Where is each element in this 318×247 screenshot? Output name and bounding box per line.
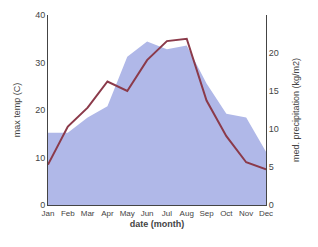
svg-text:date (month): date (month) [130,219,185,229]
svg-text:Jan: Jan [42,209,55,218]
svg-text:Oct: Oct [220,209,233,218]
svg-text:0: 0 [269,200,274,210]
svg-text:30: 30 [35,58,45,68]
svg-text:40: 40 [35,10,45,20]
svg-text:10: 10 [269,124,279,134]
svg-text:max temp (C): max temp (C) [12,83,22,138]
svg-text:Nov: Nov [239,209,253,218]
svg-text:20: 20 [269,48,279,58]
svg-text:Jul: Jul [162,209,172,218]
svg-text:Mar: Mar [81,209,95,218]
svg-text:May: May [120,209,135,218]
svg-text:med. precipitation (kg/m2): med. precipitation (kg/m2) [291,58,301,162]
svg-text:20: 20 [35,105,45,115]
svg-text:Apr: Apr [101,209,114,218]
svg-text:5: 5 [269,162,274,172]
svg-text:Jun: Jun [141,209,154,218]
svg-text:Sep: Sep [199,209,214,218]
svg-text:10: 10 [35,153,45,163]
svg-text:Feb: Feb [61,209,75,218]
svg-text:0: 0 [40,200,45,210]
svg-text:Dec: Dec [259,209,273,218]
svg-text:Aug: Aug [180,209,194,218]
svg-text:15: 15 [269,86,279,96]
